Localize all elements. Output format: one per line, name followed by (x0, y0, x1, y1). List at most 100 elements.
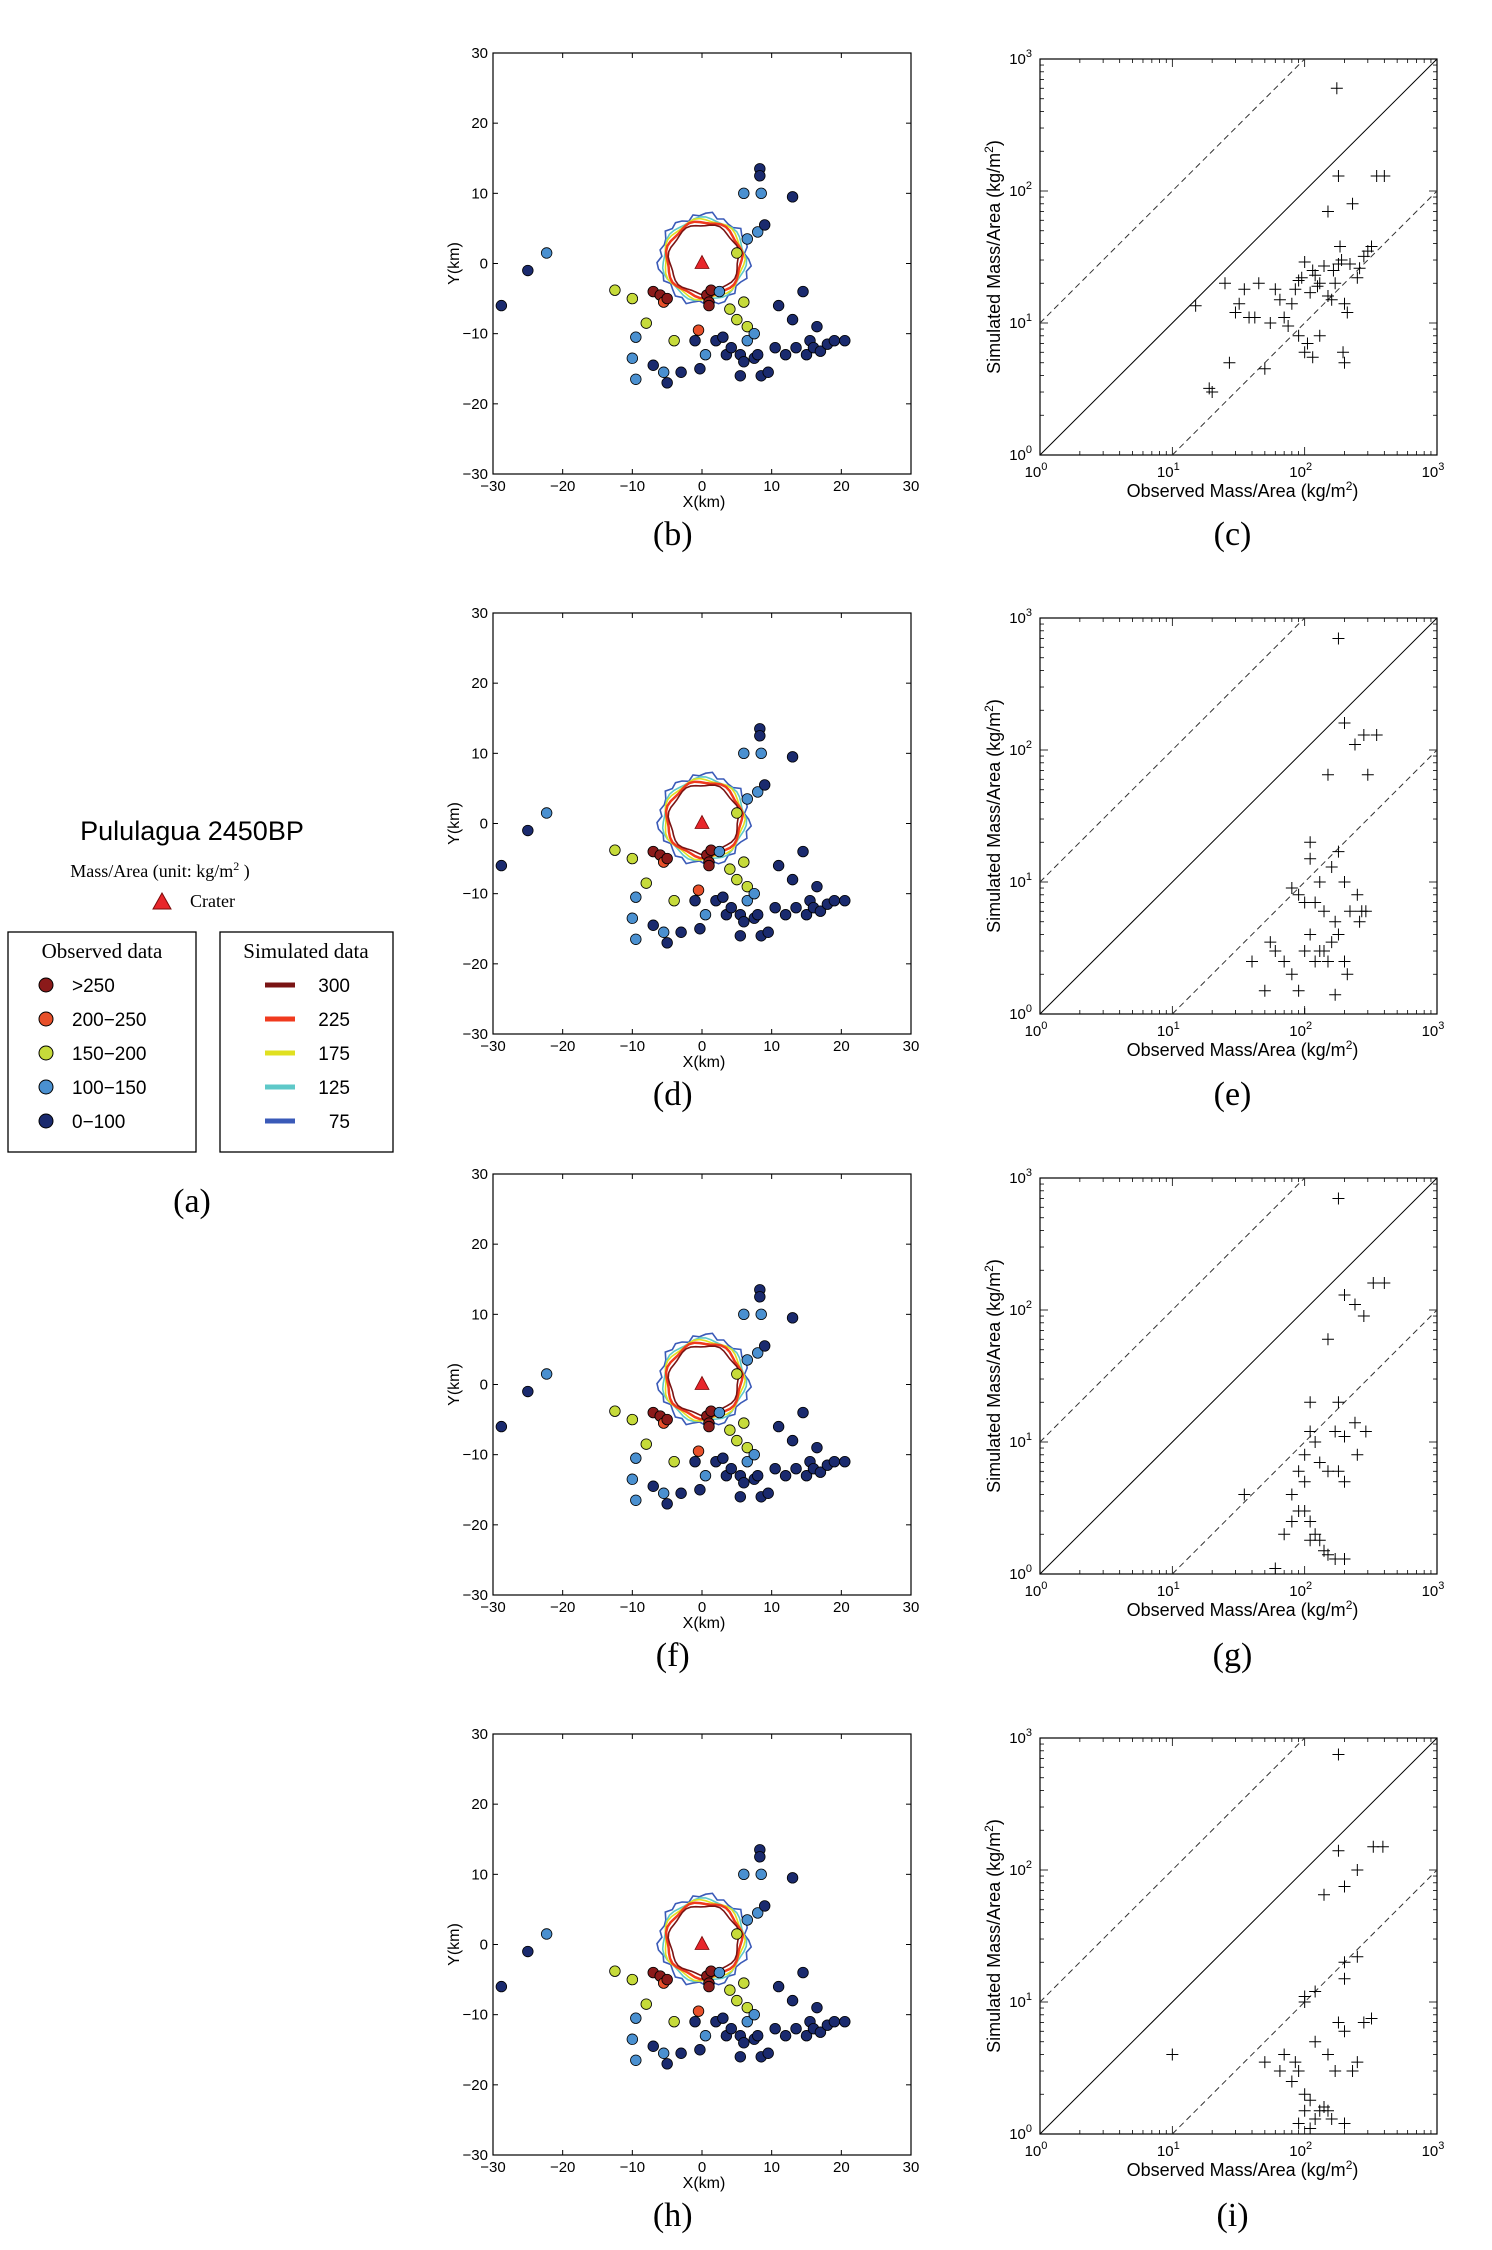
scatter-point (1318, 2101, 1330, 2114)
scatter-point (1318, 1888, 1330, 1901)
observed-point (495, 299, 508, 312)
scatter-point (1330, 82, 1343, 95)
scatter-point (1337, 346, 1350, 359)
observed-point (741, 334, 753, 347)
observed-point (626, 1973, 639, 1986)
x-tick-label: 103 (1422, 1580, 1445, 1600)
observed-point (755, 187, 767, 200)
scatter-point (1313, 1456, 1326, 1469)
observed-point (752, 909, 764, 921)
legend-item-label: 150−200 (72, 1044, 147, 1065)
scatter-point (1298, 1008, 1311, 1014)
observed-legend-item: 200−250 (38, 1010, 147, 1031)
observed-point (626, 2033, 639, 2045)
x-tick-label: 10 (763, 1038, 780, 1055)
scatter-point (1341, 306, 1354, 319)
crater-legend-label: Crater (190, 891, 235, 911)
scatter-point (1378, 1277, 1391, 1290)
y-tick-label: −10 (463, 1447, 488, 1464)
scatter-point (1338, 1956, 1351, 1969)
x-tick-label: 102 (1289, 1580, 1312, 1600)
observed-point (609, 844, 621, 856)
observed-point (495, 1980, 508, 1993)
observed-point (713, 1406, 726, 1419)
scatter-point (1346, 2065, 1359, 2078)
observed-point (828, 334, 841, 347)
legend-swatch (38, 1079, 54, 1095)
y-tick-label: 20 (471, 1796, 488, 1813)
x-tick-label: 101 (1157, 1020, 1180, 1040)
y-tick-label: 101 (1009, 1991, 1032, 2011)
scatter-point (1252, 277, 1265, 290)
scatter-point (1269, 283, 1282, 296)
scatter-point (1332, 169, 1345, 182)
x-tick-label: 10 (763, 2159, 780, 2176)
y-tick-label: −30 (463, 1026, 488, 1043)
observed-point (713, 1966, 726, 1979)
scatter-point (1278, 2048, 1291, 2061)
x-tick-label: 10 (763, 1599, 780, 1616)
scatter-point (1304, 1515, 1317, 1528)
scatter-point (1295, 271, 1308, 284)
scatter-point (1334, 240, 1347, 253)
scatter-point (1309, 1528, 1322, 1541)
observed-point (769, 902, 781, 914)
observed-point (748, 1448, 760, 1461)
x-tick-label: −30 (480, 1599, 505, 1616)
observed-point (786, 1872, 799, 1884)
scatter-point (1258, 2056, 1271, 2069)
observed-point (762, 1487, 774, 1499)
observed-point (717, 2012, 729, 2024)
observed-point (626, 292, 639, 305)
legend-item-label: 125 (318, 1078, 350, 1099)
y-tick-label: 100 (1009, 1003, 1032, 1023)
scatter-point (1246, 955, 1259, 968)
y-tick-label: −10 (463, 886, 488, 903)
scatter-point (1343, 905, 1356, 918)
scatter-point (1325, 2112, 1338, 2125)
observed-point (811, 320, 823, 333)
scatter-point (1338, 1430, 1351, 1443)
x-tick-label: −10 (620, 2159, 645, 2176)
x-tick-label: 10 (763, 478, 780, 495)
x-tick-label: 102 (1289, 2140, 1312, 2160)
map-panel: −30−30 −20 −20 −10 −10 0 0 10 10 20 20 30 30 X(km) Y(k… (446, 605, 919, 1113)
observed-point (630, 2054, 642, 2066)
observed-point (640, 317, 652, 329)
scatter-point (1264, 317, 1277, 329)
scatter-point (1282, 319, 1295, 332)
panel-label: (f) (656, 1637, 690, 1674)
scatter-point (1304, 286, 1317, 299)
scatter-point (1206, 386, 1219, 399)
x-tick-label: 0 (698, 2159, 706, 2176)
observed-point (495, 859, 508, 872)
observed-point (661, 377, 673, 389)
scatter-point (1348, 1416, 1361, 1429)
observed-point (630, 933, 642, 945)
observed-point (772, 1420, 785, 1433)
observed-point (738, 916, 750, 928)
observed-point (694, 923, 706, 935)
legend-swatch (38, 1045, 54, 1061)
map-xlabel: X(km) (683, 2175, 726, 2192)
legend-subtitle-sup: 2 (233, 859, 239, 873)
scatter-points (1189, 82, 1391, 399)
observed-point (811, 1441, 823, 1454)
contour-line (656, 1892, 753, 1987)
x-tick-label: −20 (550, 478, 575, 495)
scatter-point (1285, 1488, 1298, 1501)
reference-lines (1040, 1178, 1437, 1574)
observed-point (725, 902, 737, 914)
observed-point (724, 1424, 736, 1436)
legend-item-label: 200−250 (72, 1010, 147, 1031)
observed-point (647, 919, 659, 931)
observed-point (828, 1455, 841, 1468)
scatter-point (1351, 2056, 1364, 2069)
x-tick-label: 20 (833, 1599, 850, 1616)
crater-legend-icon (152, 891, 172, 910)
observed-point (734, 1491, 747, 1503)
y-tick-label: 20 (471, 115, 488, 132)
scatter-point (1313, 329, 1326, 342)
observed-point (717, 1452, 729, 1464)
observed-point (609, 284, 621, 296)
